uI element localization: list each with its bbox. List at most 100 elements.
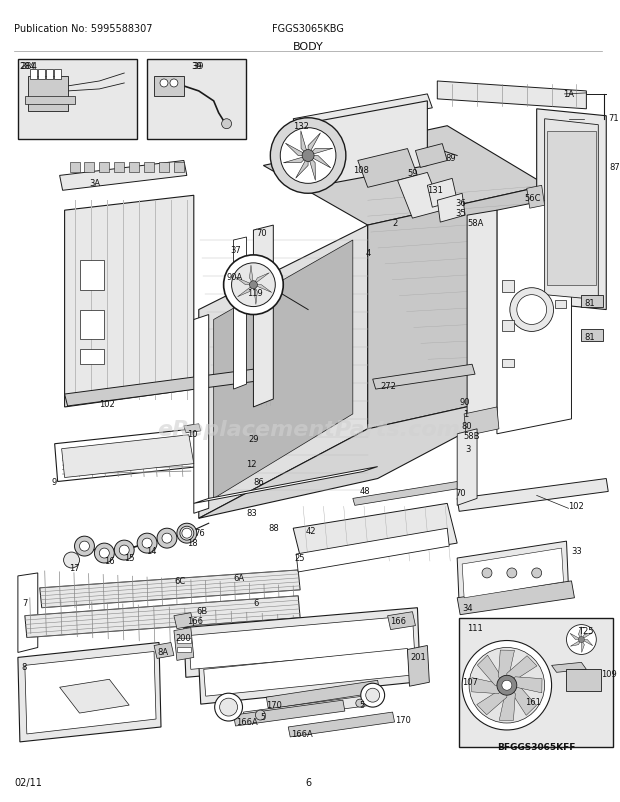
Polygon shape (457, 479, 608, 512)
Text: 71: 71 (608, 114, 619, 123)
Text: 170: 170 (267, 700, 282, 709)
Polygon shape (40, 570, 300, 608)
Polygon shape (18, 642, 161, 742)
Polygon shape (582, 640, 593, 646)
Polygon shape (199, 390, 547, 519)
Text: 86: 86 (254, 477, 264, 486)
Polygon shape (358, 149, 417, 188)
Polygon shape (308, 149, 333, 156)
Bar (79, 310, 104, 340)
Polygon shape (457, 541, 569, 605)
Bar (177, 648, 191, 653)
Polygon shape (477, 686, 507, 715)
Text: eReplacementParts.com: eReplacementParts.com (157, 419, 459, 439)
Circle shape (162, 533, 172, 544)
Text: 39: 39 (192, 62, 203, 71)
Text: 3A: 3A (89, 179, 100, 188)
Polygon shape (552, 662, 587, 673)
Text: 131: 131 (427, 186, 443, 195)
Text: 2: 2 (392, 219, 398, 228)
Bar (582, 330, 603, 342)
Circle shape (114, 541, 134, 561)
Text: 1: 1 (463, 410, 468, 419)
Bar (554, 300, 567, 308)
Text: 56C: 56C (525, 194, 541, 203)
Polygon shape (498, 650, 515, 686)
Text: 90A: 90A (226, 273, 243, 282)
Bar (129, 164, 139, 173)
Polygon shape (18, 573, 38, 653)
Circle shape (270, 119, 346, 194)
Text: 8A: 8A (157, 648, 168, 657)
Bar (502, 281, 514, 292)
Polygon shape (267, 680, 379, 709)
Circle shape (567, 625, 596, 654)
Polygon shape (194, 467, 378, 504)
Circle shape (119, 545, 129, 555)
Polygon shape (544, 119, 598, 300)
Text: 1A: 1A (564, 90, 575, 99)
Circle shape (177, 524, 197, 544)
Polygon shape (204, 649, 409, 696)
Circle shape (219, 699, 237, 716)
Bar (567, 670, 601, 691)
Text: 6A: 6A (234, 573, 245, 582)
Polygon shape (184, 608, 419, 678)
Circle shape (79, 541, 89, 552)
Polygon shape (234, 237, 247, 390)
Polygon shape (457, 581, 575, 615)
Polygon shape (537, 110, 606, 310)
Text: BODY: BODY (293, 43, 324, 52)
Polygon shape (457, 429, 477, 506)
Bar (25, 97, 74, 105)
Bar (147, 60, 247, 140)
Polygon shape (507, 677, 542, 693)
Polygon shape (235, 277, 254, 286)
Text: 166: 166 (391, 616, 407, 625)
Text: 90: 90 (459, 398, 470, 407)
Polygon shape (254, 273, 269, 286)
Text: 102: 102 (99, 399, 115, 408)
Polygon shape (427, 179, 457, 208)
Polygon shape (64, 370, 257, 407)
Text: 36: 36 (455, 199, 466, 208)
Circle shape (280, 128, 336, 184)
Text: 6: 6 (305, 776, 311, 787)
Polygon shape (578, 627, 582, 640)
Text: 81: 81 (585, 333, 595, 342)
Text: 17: 17 (69, 563, 80, 573)
Polygon shape (184, 424, 201, 433)
Circle shape (94, 544, 114, 563)
Circle shape (510, 289, 554, 332)
Polygon shape (249, 265, 254, 286)
Bar (502, 320, 514, 332)
Circle shape (224, 256, 283, 315)
Text: 39: 39 (191, 62, 202, 71)
Bar (582, 295, 603, 307)
Bar (459, 618, 613, 747)
Bar (28, 77, 68, 111)
Polygon shape (60, 679, 129, 713)
Text: 15: 15 (124, 553, 135, 562)
Bar (79, 261, 104, 290)
Polygon shape (397, 173, 442, 219)
Text: 109: 109 (601, 670, 617, 678)
Polygon shape (437, 194, 465, 223)
Polygon shape (254, 286, 272, 293)
Polygon shape (254, 286, 257, 305)
Polygon shape (570, 640, 582, 646)
Text: 6B: 6B (197, 606, 208, 615)
Text: 25: 25 (294, 553, 304, 562)
Bar (84, 164, 94, 173)
Text: 80: 80 (461, 421, 472, 431)
Text: 284: 284 (20, 62, 36, 71)
Text: 108: 108 (353, 166, 369, 175)
Bar (114, 164, 124, 173)
Polygon shape (407, 646, 429, 687)
Circle shape (366, 688, 379, 703)
Text: 58B: 58B (463, 431, 480, 440)
Bar (69, 164, 79, 173)
Bar (18, 60, 137, 140)
Polygon shape (254, 226, 273, 407)
Polygon shape (497, 196, 572, 434)
